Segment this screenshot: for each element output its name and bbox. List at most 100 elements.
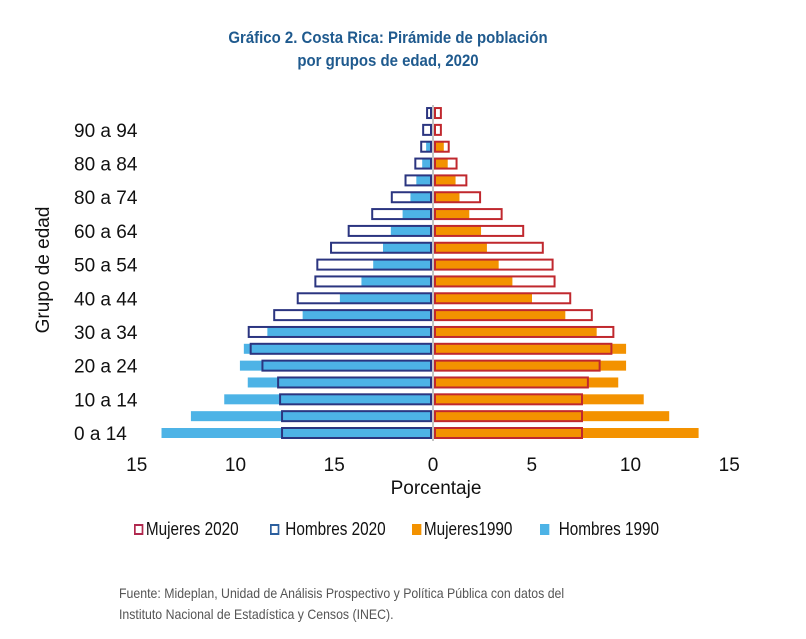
bar-mujeres-1990 <box>434 276 513 287</box>
y-tick-label: 20 a 24 <box>74 357 138 378</box>
bar-mujeres-1990 <box>434 259 499 270</box>
bar-hombres-2020 <box>426 107 432 120</box>
bar-hombres-1990 <box>247 377 432 388</box>
x-tick-label: 5 <box>526 455 537 476</box>
bar-hombres-2020 <box>296 292 432 305</box>
y-tick-label: 80 a 84 <box>74 155 138 176</box>
bar-hombres-1990 <box>426 141 432 152</box>
bar-hombres-2020 <box>316 258 433 271</box>
bar-mujeres-1990 <box>434 343 627 354</box>
x-tick-label: 10 <box>620 455 641 476</box>
bar-mujeres-1990 <box>434 242 487 253</box>
bar-hombres-1990 <box>190 411 432 422</box>
bar-mujeres-1990 <box>434 326 597 337</box>
bar-hombres-1990 <box>416 175 432 186</box>
legend-label: Hombres 1990 <box>558 519 660 539</box>
bar-hombres-1990 <box>302 310 432 321</box>
bar-hombres-2020-bg <box>348 225 431 236</box>
chart-title-line2: por grupos de edad, 2020 <box>297 51 479 70</box>
legend-swatch-mujeres-2020 <box>134 524 144 535</box>
bar-hombres-2020 <box>247 325 432 338</box>
y-tick-label: 0 a 14 <box>74 424 127 445</box>
x-tick-label: 15 <box>126 455 147 476</box>
legend-label: Mujeres 2020 <box>145 519 239 539</box>
x-tick-label: 15 <box>719 455 740 476</box>
bar-hombres-2020 <box>249 342 432 355</box>
source-line1: Fuente: Mideplan, Unidad de Análisis Pro… <box>119 585 565 601</box>
bar-mujeres-2020 <box>434 359 601 372</box>
bar-mujeres-1990 <box>434 377 619 388</box>
x-tick-label: 10 <box>225 455 246 476</box>
bar-mujeres-2020 <box>434 376 589 389</box>
bar-hombres-1990 <box>243 343 432 354</box>
bar-hombres-2020 <box>422 123 433 136</box>
y-tick-label: 50 a 54 <box>74 256 138 277</box>
legend-label: Mujeres1990 <box>423 519 513 539</box>
bar-hombres-1990 <box>239 360 432 371</box>
bar-mujeres-1990 <box>434 310 566 321</box>
bar-hombres-2020 <box>390 191 432 204</box>
bar-mujeres-1990 <box>434 209 470 220</box>
bar-hombres-2020 <box>314 275 432 288</box>
x-axis-label: Porcentaje <box>391 478 482 499</box>
bar-hombres-1990 <box>224 394 432 405</box>
bar-mujeres-2020 <box>434 292 572 305</box>
x-tick-label: 15 <box>324 455 345 476</box>
legend: Mujeres 2020 Hombres 2020 Mujeres1990 Ho… <box>0 519 806 543</box>
bar-mujeres-2020 <box>434 275 556 288</box>
bar-hombres-2020-bg <box>423 124 431 135</box>
y-tick-label: 10 a 14 <box>74 390 138 411</box>
chart-title: Gráfico 2. Costa Rica: Pirámide de pobla… <box>47 26 730 72</box>
bar-hombres-2020-bg <box>331 242 431 253</box>
bar-hombres-1990 <box>267 326 432 337</box>
bar-mujeres-2020 <box>434 309 593 322</box>
bar-mujeres-2020 <box>434 241 544 254</box>
bar-mujeres-1990 <box>434 411 670 422</box>
bar-hombres-1990 <box>161 428 432 438</box>
bar-hombres-2020 <box>281 427 433 439</box>
source-note: Fuente: Mideplan, Unidad de Análisis Pro… <box>119 583 564 625</box>
bar-mujeres-2020 <box>434 427 583 439</box>
bar-hombres-1990 <box>390 225 432 236</box>
bar-hombres-2020-bg <box>427 108 431 119</box>
bar-mujeres-2020 <box>434 393 583 406</box>
bar-mujeres-2020 <box>434 224 525 237</box>
legend-swatch-mujeres-1990 <box>412 524 422 535</box>
bar-hombres-2020 <box>281 410 433 423</box>
bar-hombres-2020 <box>273 309 433 322</box>
bar-mujeres-2020 <box>434 107 442 120</box>
bar-hombres-1990 <box>383 242 432 253</box>
bar-mujeres-2020 <box>434 258 554 271</box>
y-tick-label: 40 a 44 <box>74 289 138 310</box>
bar-mujeres-2020-bg <box>435 108 441 119</box>
bar-mujeres-1990 <box>434 360 627 371</box>
source-line2: Instituto Nacional de Estadística y Cens… <box>119 606 394 622</box>
y-tick-label: 90 a 94 <box>74 121 138 142</box>
bar-hombres-1990 <box>339 293 432 304</box>
bar-hombres-2020 <box>347 224 432 237</box>
bar-mujeres-2020 <box>434 174 468 187</box>
bar-mujeres-2020 <box>434 123 442 136</box>
bar-mujeres-2020 <box>434 325 615 338</box>
bars-group <box>161 105 699 441</box>
bar-hombres-1990 <box>402 209 432 220</box>
bar-mujeres-2020 <box>434 208 503 221</box>
bar-hombres-2020-bg <box>421 141 431 152</box>
x-tick-label: 0 <box>428 455 439 476</box>
bar-mujeres-2020-bg <box>435 242 543 253</box>
bar-mujeres-2020 <box>434 191 482 204</box>
bar-hombres-1990 <box>410 192 432 203</box>
y-tick-label: 80 a 74 <box>74 188 138 209</box>
bar-mujeres-1990 <box>434 158 448 169</box>
y-tick-label: 60 a 64 <box>74 222 138 243</box>
legend-item-mujeres-1990: Mujeres1990 <box>412 519 512 540</box>
bar-mujeres-1990 <box>434 428 699 438</box>
bar-mujeres-2020 <box>434 157 458 170</box>
bar-mujeres-2020-bg <box>435 124 441 135</box>
bar-mujeres-1990 <box>434 394 644 405</box>
bar-mujeres-2020 <box>434 140 450 153</box>
legend-swatch-hombres-1990 <box>540 524 550 535</box>
bar-hombres-2020 <box>371 208 433 221</box>
bar-mujeres-1990 <box>434 293 532 304</box>
